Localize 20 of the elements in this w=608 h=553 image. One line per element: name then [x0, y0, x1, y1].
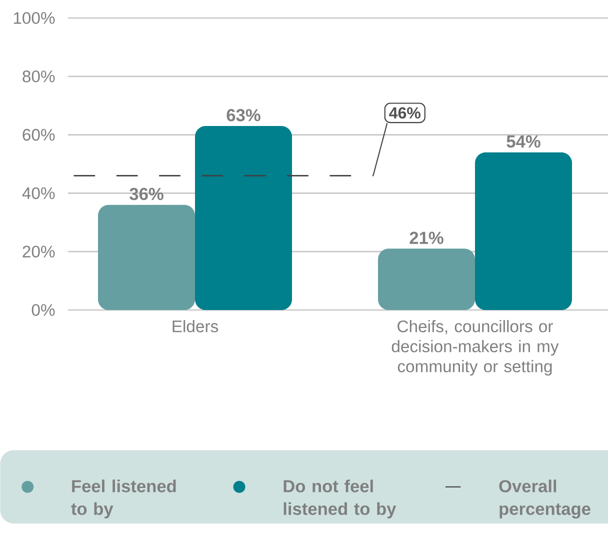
data-label: 54%	[506, 135, 540, 148]
bar	[195, 126, 292, 310]
x-tick-label: Cheifs, councillors or decision-makers in my community or setting	[392, 320, 559, 376]
data-label: 63%	[226, 109, 260, 122]
y-tick-label: 20%	[22, 246, 55, 258]
bar	[378, 248, 475, 310]
x-tick-label: Elders	[172, 320, 218, 332]
legend-label: Feel listened to by	[71, 480, 176, 518]
y-tick-label: 0%	[32, 304, 55, 316]
y-tick-label: 80%	[22, 70, 55, 82]
text: Overall percentage	[499, 480, 590, 519]
bar	[474, 152, 572, 310]
bar	[98, 204, 195, 310]
data-label: 21%	[410, 232, 444, 244]
y-tick-label: 40%	[22, 187, 55, 200]
y-tick-label: 100%	[14, 12, 55, 24]
ref-line-label: 46%	[389, 107, 420, 119]
y-tick-label: 60%	[22, 128, 55, 141]
data-label: 36%	[130, 188, 164, 200]
legend-label: Do not feel listened to by	[284, 480, 396, 518]
